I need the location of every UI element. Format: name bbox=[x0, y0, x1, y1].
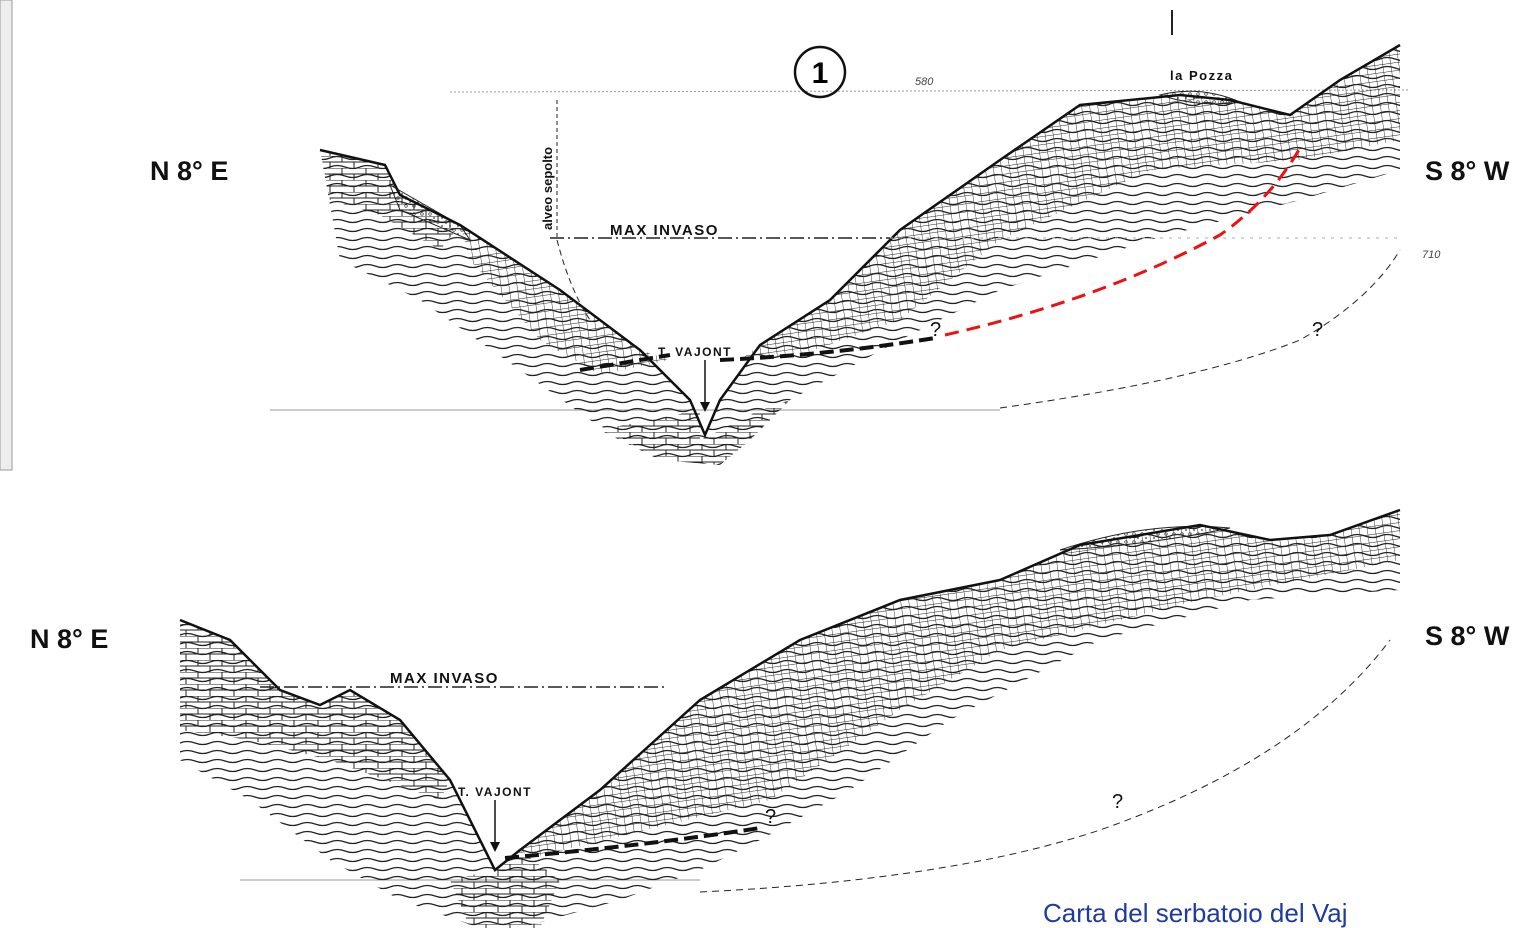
query-mark: ? bbox=[765, 806, 776, 828]
direction-label: N 8° E bbox=[150, 156, 228, 186]
caption: Carta del serbatoio del Vaj bbox=[1043, 898, 1347, 928]
frame-edge bbox=[0, 0, 12, 470]
section-1: 1 580 la Pozza N 8° E S 8° W alveo sepol… bbox=[150, 10, 1510, 465]
elevation-label: 580 bbox=[915, 76, 934, 88]
query-mark: ? bbox=[1312, 319, 1323, 341]
slide-mass bbox=[740, 45, 1400, 360]
elevation-label: 710 bbox=[1422, 249, 1441, 261]
river-label: T. VAJONT bbox=[658, 345, 732, 359]
datum-line bbox=[450, 90, 1410, 92]
query-mark: ? bbox=[1112, 791, 1123, 813]
inferred-boundary bbox=[1000, 250, 1400, 408]
river-arrow bbox=[490, 842, 500, 852]
river-label: T. VAJONT bbox=[458, 785, 532, 799]
direction-label: S 8° W bbox=[1425, 156, 1510, 186]
reservoir-label: MAX INVASO bbox=[390, 670, 499, 687]
reservoir-label: MAX INVASO bbox=[610, 222, 719, 239]
buried-channel-label: alveo sepolto bbox=[540, 147, 555, 230]
page: {"section_1": {"number": "1", "elevation… bbox=[0, 0, 1539, 928]
direction-label: N 8° E bbox=[30, 624, 108, 654]
section-number: 1 bbox=[812, 57, 829, 90]
section-2: N 8° E S 8° W MAX INVASO T. VAJONT ? ? bbox=[30, 510, 1510, 928]
direction-label: S 8° W bbox=[1425, 621, 1510, 651]
place-label: la Pozza bbox=[1170, 68, 1233, 83]
cross-sections: 1 580 la Pozza N 8° E S 8° W alveo sepol… bbox=[0, 0, 1539, 928]
query-mark: ? bbox=[930, 319, 941, 341]
